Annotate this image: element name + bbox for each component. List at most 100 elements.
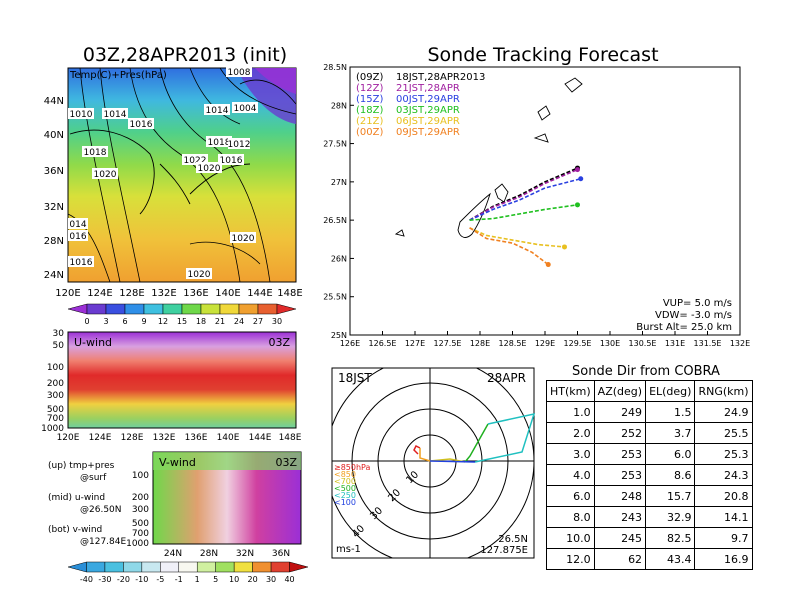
pressure-label: 1022 <box>184 156 207 166</box>
hodo-level-label: <700 <box>334 477 356 486</box>
colorbar-swatch <box>238 303 259 315</box>
uwind-y-tick: 700 <box>47 414 64 424</box>
pressure-label: 1008 <box>228 68 251 78</box>
table-cell: 32.9 <box>645 506 696 528</box>
map-lon-tick: 148E <box>277 288 302 299</box>
track-lon-tick: 130E <box>600 339 620 348</box>
table-cell: 8.0 <box>546 506 595 528</box>
colorbar-tick: 40 <box>284 575 294 584</box>
table-cell: 8.6 <box>645 464 696 486</box>
track-lon-tick: 131.5E <box>694 339 722 348</box>
colorbar-tick: 1 <box>195 575 200 584</box>
map-lat-tick: 40N <box>44 130 64 141</box>
table-cell: 10.0 <box>546 527 595 549</box>
track-lon-tick: 130.5E <box>629 339 657 348</box>
colorbar-swatch <box>257 303 278 315</box>
pressure-label: 016 <box>69 232 86 242</box>
table-header-row: HT(km) AZ(deg) EL(deg) RNG(km) <box>546 380 753 402</box>
track-lon-tick: 132E <box>730 339 750 348</box>
track-lat-tick: 25.5N <box>323 293 347 302</box>
map-lon-tick: 120E <box>55 288 80 299</box>
colorbar-swatch <box>141 561 161 573</box>
colorbar-tick: -30 <box>98 575 111 584</box>
map-lat-tick: 36N <box>44 166 64 177</box>
map-lon-tick: 144E <box>247 288 272 299</box>
track-lon-tick: 129E <box>535 339 555 348</box>
track-lon-tick: 126.5E <box>369 339 397 348</box>
pressure-label: 014 <box>69 220 86 230</box>
uwind-y-tick: 200 <box>47 379 64 389</box>
colorbar-swatch <box>67 561 87 573</box>
map-field-label: Temp(C)+Pres(hPa) <box>69 70 167 81</box>
colorbar-swatch <box>276 303 297 315</box>
track-lon-tick: 128E <box>470 339 490 348</box>
uwind-panel: U-wind 03Z 30 50 100 200 300 500 700 100… <box>41 329 302 443</box>
vwind-y-tick: 200 <box>132 493 149 503</box>
track-line <box>469 204 578 221</box>
hodo-level-label: <250 <box>334 491 356 500</box>
note-mid: (mid) u-wind <box>48 493 106 503</box>
vwind-x-tick: 28N <box>200 549 218 559</box>
hodo-level-label: ≥850hPa <box>334 463 371 472</box>
col-header: AZ(deg) <box>593 380 647 402</box>
legend-utc: (21Z) <box>356 116 383 127</box>
map-lat-tick: 28N <box>44 236 64 247</box>
colorbar-swatch <box>86 561 106 573</box>
pressure-label: 1018 <box>208 138 231 148</box>
table-cell: 245 <box>593 527 647 549</box>
legend-local: 09JST,29APR <box>396 127 460 138</box>
colorbar-swatch <box>162 303 183 315</box>
colorbar-swatch <box>215 561 235 573</box>
track-lon-tick: 129.5E <box>564 339 592 348</box>
colorbar-tick: 12 <box>158 317 168 326</box>
map-lat-tick: 44N <box>44 96 64 107</box>
table-cell: 24.3 <box>694 464 753 486</box>
table-cell: 253 <box>593 443 647 465</box>
colorbar-swatch <box>181 303 202 315</box>
colorbar-tick: 21 <box>215 317 225 326</box>
note-bot2: @127.84E <box>80 537 127 547</box>
colorbar-tick: 10 <box>229 575 239 584</box>
track-lat-tick: 27N <box>331 178 347 187</box>
pressure-label: 1020 <box>232 234 255 244</box>
pressure-label: 1004 <box>234 104 257 114</box>
hodo-lon: 127.875E <box>480 545 528 556</box>
colorbar-swatch <box>143 303 164 315</box>
colorbar-swatch <box>252 561 272 573</box>
track-lon-tick: 127E <box>405 339 425 348</box>
colorbar-tick: 15 <box>177 317 187 326</box>
map-lon-tick: 140E <box>215 288 240 299</box>
colorbar-swatch <box>160 561 180 573</box>
uwind-y-tick: 500 <box>47 405 64 415</box>
uwind-x-tick: 136E <box>185 433 208 443</box>
table-cell: 1.0 <box>546 401 595 423</box>
colorbar-tick: 30 <box>272 317 282 326</box>
map-lat-tick: 32N <box>44 202 64 213</box>
colorbar-tick: 6 <box>122 317 127 326</box>
track-end-point <box>575 167 580 173</box>
legend-utc: (15Z) <box>356 94 383 105</box>
colorbar-swatch <box>67 303 88 315</box>
track-end-point <box>575 202 580 208</box>
table-cell: 9.7 <box>694 527 753 549</box>
note-mid2: @26.50N <box>80 505 122 515</box>
colorbar-tick: 24 <box>234 317 244 326</box>
pressure-label: 1020 <box>94 170 117 180</box>
vwind-colorbar: -40 -30 -20 -10 -5 -1 1 5 10 20 30 40 <box>67 561 309 584</box>
hodo-level-label: <500 <box>334 484 356 493</box>
table-cell: 243 <box>593 506 647 528</box>
legend-utc: (12Z) <box>356 83 383 94</box>
uwind-x-tick: 132E <box>153 433 176 443</box>
table-cell: 248 <box>593 485 647 507</box>
legend-local: 03JST,29APR <box>396 105 460 116</box>
note-bot: (bot) v-wind <box>48 525 103 535</box>
table-row: 8.0 243 32.9 14.1 <box>546 506 753 528</box>
uwind-y-tick: 1000 <box>41 424 64 434</box>
pressure-label: 1012 <box>228 140 251 150</box>
table-cell: 62 <box>593 548 647 570</box>
map-title: 03Z,28APR2013 (init) <box>82 44 288 66</box>
col-header: EL(deg) <box>645 380 696 402</box>
table-cell: 15.7 <box>645 485 696 507</box>
uwind-x-tick: 120E <box>57 433 80 443</box>
tracking-title: Sonde Tracking Forecast <box>427 44 659 66</box>
